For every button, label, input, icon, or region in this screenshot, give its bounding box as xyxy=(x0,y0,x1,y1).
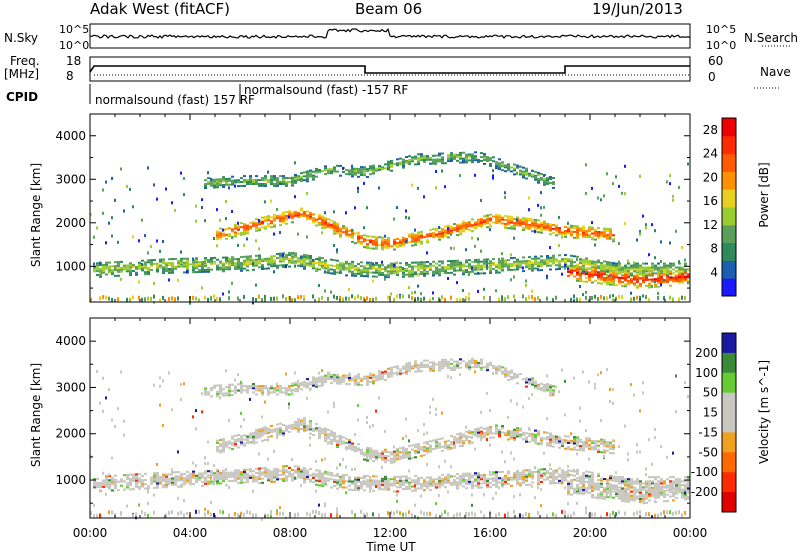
power-colorbar-segment xyxy=(722,224,736,244)
power-colorbar-tick-label: 12 xyxy=(703,218,718,232)
x-tick-label: 00:00 xyxy=(673,526,708,540)
noise-tick-left-top: 10^5 xyxy=(59,23,90,36)
power-colorbar-frame xyxy=(721,117,737,297)
x-axis-label: Time UT xyxy=(365,540,416,554)
power-colorbar-segment xyxy=(722,260,736,279)
nave-tick-top: 60 xyxy=(708,54,724,68)
velocity-colorbar-label: Velocity [m s^-1] xyxy=(757,360,771,464)
beam-title: Beam 06 xyxy=(355,0,423,18)
x-tick-label: 20:00 xyxy=(573,526,608,540)
velocity-colorbar-segment xyxy=(722,352,736,374)
power-colorbar-tick-label: 16 xyxy=(703,194,718,208)
velocity-colorbar-tick-label: -100 xyxy=(691,465,718,479)
noise-tick-right-bottom: 10^0 xyxy=(706,39,737,52)
noise-sky-line xyxy=(89,27,691,39)
power-y-tick-label: 1000 xyxy=(55,259,86,273)
x-tick-label: 12:00 xyxy=(373,526,408,540)
power-colorbar-segment xyxy=(722,171,736,190)
velocity-colorbar-tick-label: 15 xyxy=(703,406,718,420)
cpid-segment-1: normalsound (fast) 157 RF xyxy=(95,93,255,107)
freq-unit-label: [MHz] xyxy=(4,67,40,81)
freq-tick-bottom: 8 xyxy=(66,69,74,83)
noise-tick-right-top: 10^5 xyxy=(706,23,737,36)
velocity-colorbar-frame xyxy=(721,332,737,513)
cpid-label: CPID xyxy=(6,90,39,104)
velocity-colorbar-segment xyxy=(722,392,736,414)
power-colorbar-tick-label: 4 xyxy=(710,265,718,279)
noise-tick-left-bottom: 10^0 xyxy=(59,39,90,52)
velocity-colorbar-segment xyxy=(722,472,736,493)
power-colorbar-tick-label: 28 xyxy=(703,123,718,137)
velocity-colorbar-tick-label: 50 xyxy=(703,386,718,400)
cpid-segment-2: normalsound (fast) -157 RF xyxy=(244,83,409,97)
power-y-tick-label: 4000 xyxy=(55,129,86,143)
power-colorbar-tick-label: 8 xyxy=(710,242,718,256)
power-y-tick-label: 2000 xyxy=(55,216,86,230)
power-colorbar-segment xyxy=(722,135,736,155)
power-y-axis-label: Slant Range [km] xyxy=(29,163,43,267)
x-tick-label: 08:00 xyxy=(273,526,308,540)
x-tick-label: 04:00 xyxy=(173,526,208,540)
freq-tick-top: 18 xyxy=(66,54,82,68)
velocity-colorbar-segment xyxy=(722,492,736,513)
frequency-line xyxy=(89,65,690,74)
velocity-colorbar-segment xyxy=(722,412,736,433)
velocity-colorbar-segment xyxy=(722,372,736,394)
station-title: Adak West (fitACF) xyxy=(90,0,230,18)
velocity-colorbar-tick-label: 200 xyxy=(695,346,718,360)
velocity-y-tick-label: 2000 xyxy=(55,427,86,441)
nsky-label: N.Sky xyxy=(4,31,39,45)
x-tick-label: 16:00 xyxy=(473,526,508,540)
power-colorbar-tick-label: 20 xyxy=(703,170,718,184)
nave-tick-bottom: 0 xyxy=(708,70,716,84)
velocity-echo-cells xyxy=(90,357,690,521)
power-colorbar-segment xyxy=(722,207,736,226)
power-colorbar-segment xyxy=(722,189,736,208)
power-colorbar-tick-label: 24 xyxy=(703,147,718,161)
velocity-colorbar-segment xyxy=(722,333,736,354)
power-echo-cells xyxy=(90,151,690,305)
velocity-y-tick-label: 4000 xyxy=(55,334,86,348)
freq-strip-frame xyxy=(89,56,691,82)
power-colorbar-segment xyxy=(722,278,736,297)
freq-label: Freq. xyxy=(10,54,40,68)
power-colorbar-segment xyxy=(722,242,736,261)
velocity-y-axis-label: Slant Range [km] xyxy=(29,363,43,467)
x-tick-label: 00:00 xyxy=(73,526,108,540)
power-colorbar-segment xyxy=(722,118,736,137)
velocity-colorbar-tick-label: -15 xyxy=(698,425,718,439)
power-colorbar-segment xyxy=(722,153,736,172)
nave-label: Nave xyxy=(760,65,791,79)
velocity-colorbar-tick-label: -200 xyxy=(691,485,718,499)
velocity-colorbar-segment xyxy=(722,432,736,453)
velocity-y-tick-label: 1000 xyxy=(55,473,86,487)
power-colorbar-label: Power [dB] xyxy=(757,162,771,227)
power-y-tick-label: 3000 xyxy=(55,172,86,186)
velocity-colorbar-segment xyxy=(722,452,736,473)
velocity-colorbar-tick-label: 100 xyxy=(695,366,718,380)
noise-strip-frame xyxy=(89,23,691,49)
date-title: 19/Jun/2013 xyxy=(592,0,683,18)
nsearch-label: N.Search xyxy=(744,31,799,45)
velocity-y-tick-label: 3000 xyxy=(55,380,86,394)
velocity-colorbar-tick-label: -50 xyxy=(698,445,718,459)
